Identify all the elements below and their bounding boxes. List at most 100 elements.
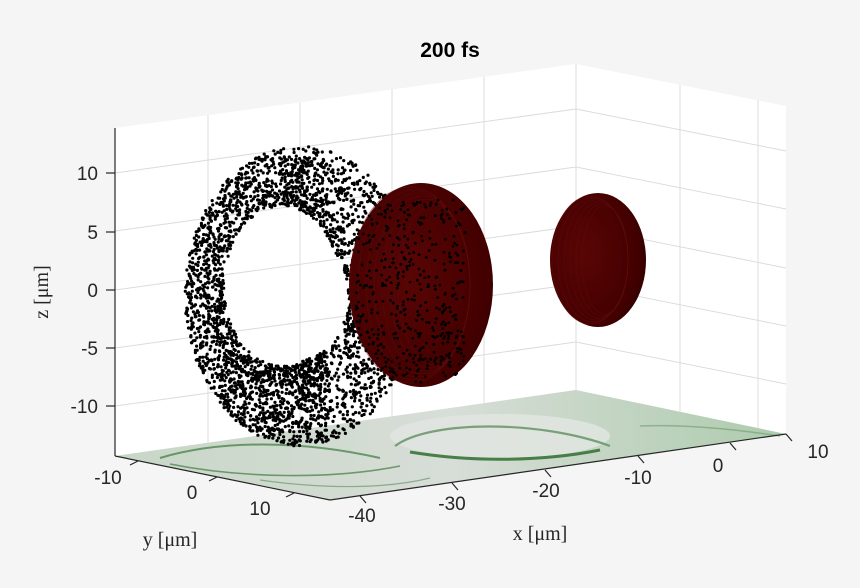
electron-point — [448, 252, 451, 255]
electron-point — [229, 371, 233, 375]
electron-point — [242, 347, 246, 351]
electron-point — [215, 201, 219, 205]
electron-point — [186, 313, 190, 318]
electron-point — [239, 406, 243, 410]
electron-point — [328, 237, 332, 241]
electron-point — [448, 255, 451, 259]
electron-point — [239, 416, 243, 420]
electron-point — [252, 204, 256, 208]
electron-point — [220, 210, 224, 214]
electron-point — [311, 417, 315, 421]
electron-point — [339, 207, 343, 211]
electron-point — [189, 319, 193, 323]
electron-point — [236, 181, 240, 185]
electron-point — [370, 403, 374, 407]
electron-point — [350, 241, 354, 246]
electron-point — [350, 405, 354, 409]
electron-point — [367, 214, 371, 218]
electron-point — [431, 326, 434, 330]
electron-point — [291, 437, 295, 441]
electron-point — [300, 181, 304, 185]
electron-point — [319, 353, 323, 358]
electron-point — [398, 326, 402, 330]
electron-point — [343, 338, 347, 342]
electron-point — [352, 232, 356, 236]
electron-point — [361, 313, 365, 317]
electron-point — [333, 374, 337, 378]
electron-point — [383, 257, 387, 261]
electron-point — [237, 373, 241, 377]
electron-point — [185, 309, 189, 313]
electron-point — [402, 223, 406, 227]
electron-point — [349, 168, 353, 173]
electron-point — [289, 201, 293, 205]
electron-point — [272, 162, 276, 166]
electron-point — [331, 419, 335, 423]
electron-point — [392, 243, 395, 247]
electron-point — [224, 366, 228, 370]
electron-point — [324, 421, 328, 425]
electron-point — [384, 365, 388, 368]
electron-point — [300, 178, 304, 182]
electron-point — [375, 397, 379, 401]
electron-point — [218, 343, 222, 347]
y-tick-label: 10 — [249, 499, 270, 520]
electron-point — [316, 384, 320, 388]
electron-point — [308, 409, 312, 413]
electron-point — [382, 345, 386, 349]
electron-point — [226, 336, 230, 340]
electron-point — [286, 401, 291, 405]
electron-point — [321, 397, 325, 401]
electron-point — [336, 196, 341, 200]
electron-point — [365, 241, 369, 245]
electron-point — [381, 237, 385, 241]
electron-point — [308, 192, 312, 196]
electron-point — [274, 417, 278, 421]
electron-point — [283, 172, 287, 176]
electron-point — [319, 219, 323, 223]
electron-point — [406, 326, 410, 330]
electron-point — [355, 320, 359, 323]
electron-point — [337, 431, 341, 435]
electron-point — [459, 207, 463, 211]
electron-point — [210, 211, 214, 215]
electron-point — [330, 159, 334, 163]
electron-point — [210, 373, 214, 377]
electron-point — [269, 193, 273, 198]
electron-point — [191, 281, 195, 285]
electron-point — [377, 243, 381, 246]
electron-point — [224, 348, 228, 352]
electron-point — [383, 215, 387, 219]
electron-point — [247, 350, 251, 354]
electron-point — [360, 368, 364, 372]
electron-point — [193, 315, 197, 319]
electron-point — [376, 356, 379, 360]
electron-point — [327, 388, 332, 392]
electron-point — [462, 355, 466, 358]
electron-point — [408, 252, 411, 256]
electron-point — [289, 404, 294, 408]
electron-point — [244, 176, 248, 180]
electron-point — [363, 371, 367, 375]
electron-point — [402, 373, 406, 377]
electron-point — [295, 186, 300, 190]
electron-point — [199, 293, 203, 297]
electron-point — [260, 384, 264, 388]
electron-point — [225, 207, 229, 211]
electron-point — [336, 172, 340, 176]
electron-point — [201, 216, 205, 221]
electron-point — [201, 302, 205, 306]
electron-point — [326, 167, 330, 171]
electron-point — [351, 392, 355, 396]
electron-point — [236, 350, 241, 354]
z-axis-label: z [μm] — [31, 265, 53, 318]
electron-point — [198, 248, 202, 252]
electron-point — [219, 190, 223, 194]
axes-lines — [114, 128, 787, 501]
electron-point — [323, 382, 327, 386]
electron-point — [209, 344, 213, 348]
electron-point — [260, 159, 264, 163]
electron-point — [288, 378, 292, 382]
x-tick-label: 10 — [807, 442, 828, 463]
electron-point — [355, 291, 358, 295]
